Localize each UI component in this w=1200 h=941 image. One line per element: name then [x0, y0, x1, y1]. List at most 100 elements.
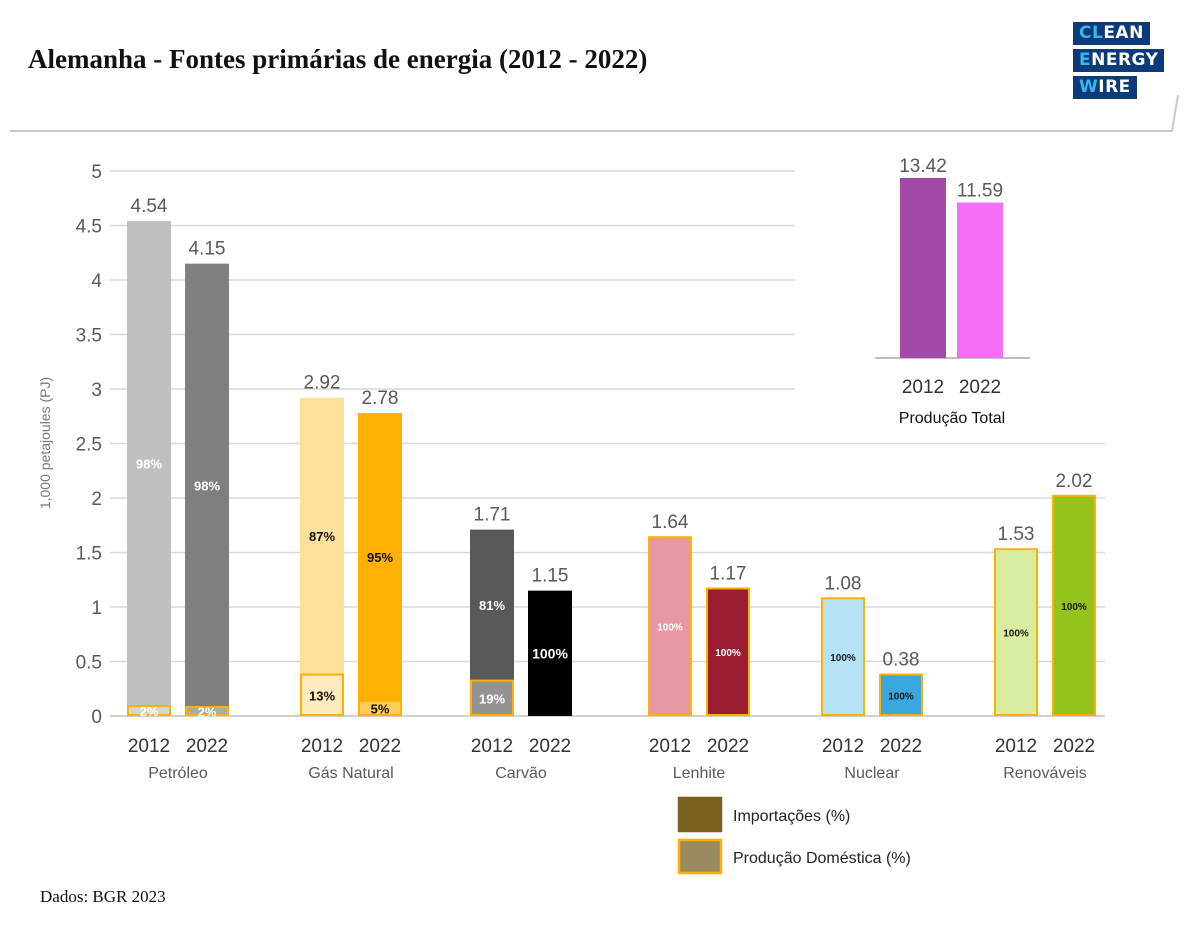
clean-energy-wire-logo: CLEAN ENERGY WIRE [1073, 22, 1165, 103]
import-pct-label: 81% [479, 598, 505, 613]
legend-swatch [677, 838, 723, 875]
bar-value-label: 1.64 [652, 512, 689, 533]
x-category-label: Nuclear [844, 765, 900, 782]
x-year-label: 2012 [995, 736, 1037, 757]
import-pct-label: 98% [136, 457, 162, 472]
bar-total [994, 549, 1038, 716]
import-pct-label: 87% [309, 529, 335, 544]
bar-total [648, 537, 692, 716]
bar-value-label: 0.38 [883, 650, 920, 671]
bar-value-label: 2.92 [304, 373, 341, 394]
bar-total [127, 221, 171, 716]
bar-group: 2.02 100% [1052, 471, 1096, 716]
legend: Importações (%) Produção Doméstica (%) [677, 796, 911, 875]
bar-group: 2.92 87% 13% [300, 373, 344, 716]
domestic-pct-label: 100% [657, 623, 683, 634]
inset-bar-value-label: 13.42 [899, 156, 947, 177]
inset-bar-value-label: 11.59 [957, 181, 1003, 202]
y-tick-label: 4 [91, 271, 102, 292]
bar-value-label: 1.15 [532, 566, 569, 587]
bar-total [879, 674, 923, 716]
x-category-label: Gás Natural [308, 765, 393, 782]
logo-line-1: CLEAN [1073, 22, 1150, 45]
domestic-pct-label: 100% [715, 648, 741, 659]
bar-domestic-segment [879, 673, 923, 717]
y-axis-ticks: 0 0.5 1 1.5 2 2.5 3 3.5 4 4.5 5 [76, 162, 103, 728]
x-category-label: Lenhite [673, 765, 726, 782]
bar-total [528, 590, 572, 716]
total-production-inset: 13.42 2012 11.59 2022 Produção Total [875, 156, 1030, 427]
bar-value-label: 1.08 [825, 573, 862, 594]
bar-value-label: 4.54 [131, 196, 168, 217]
inset-year-label: 2022 [959, 377, 1001, 398]
import-pct-label: 95% [367, 550, 393, 565]
bar-value-label: 1.53 [998, 524, 1035, 545]
bar-group: 1.17 100% [706, 563, 750, 716]
bar-value-label: 4.15 [189, 239, 226, 260]
x-year-label: 2022 [880, 736, 922, 757]
data-source: Dados: BGR 2023 [40, 887, 166, 906]
x-year-label: 2022 [1053, 736, 1095, 757]
gridlines [110, 170, 1105, 717]
domestic-pct-label: 100% [1003, 629, 1029, 640]
logo-line-3: WIRE [1073, 76, 1137, 99]
bar-total [300, 397, 344, 716]
x-category-label: Renováveis [1003, 765, 1087, 782]
bar-domestic-segment [300, 673, 344, 716]
y-tick-label: 0.5 [76, 653, 102, 674]
bar-total [358, 412, 402, 716]
y-tick-label: 1.5 [76, 544, 102, 565]
bar-group: 1.71 81% 19% [470, 505, 514, 716]
import-pct-label: 100% [532, 645, 568, 661]
domestic-pct-label: 100% [1061, 602, 1087, 613]
bar-domestic-segment [706, 587, 750, 716]
logo-line-2: ENERGY [1073, 49, 1165, 72]
x-year-label: 2022 [529, 736, 571, 757]
bar-domestic-segment [358, 699, 402, 716]
y-tick-label: 3 [91, 380, 102, 401]
bar-group: 1.15 100% [528, 566, 572, 716]
y-axis-label: 1,000 petajoules (PJ) [37, 377, 53, 509]
inset-title: Produção Total [899, 410, 1005, 427]
bar-total [470, 529, 514, 716]
bar-domestic-segment [821, 597, 865, 717]
bar-group: 0.38 100% [879, 650, 923, 717]
domestic-pct-label: 2% [198, 704, 217, 719]
inset-year-label: 2012 [902, 377, 944, 398]
bar-value-label: 2.02 [1056, 471, 1093, 492]
bar-domestic-segment [994, 548, 1038, 716]
bars: 4.54 98% 2% 4.15 98% 2% 2.92 87% 13% 2.78 95% 5% 1.7… [127, 196, 1096, 719]
x-category-label: Carvão [495, 765, 547, 782]
domestic-pct-label: 19% [479, 691, 505, 706]
x-year-label: 2012 [471, 736, 513, 757]
bar-domestic-segment [1052, 494, 1096, 716]
domestic-pct-label: 5% [371, 701, 390, 716]
bar-domestic-segment [648, 536, 692, 716]
domestic-pct-label: 100% [888, 691, 914, 702]
bar-total [185, 263, 229, 716]
domestic-pct-label: 2% [140, 704, 159, 719]
x-year-label: 2012 [649, 736, 691, 757]
bar-group: 2.78 95% 5% [358, 388, 402, 716]
bar-total [706, 588, 750, 716]
bar-domestic-segment [470, 679, 514, 716]
x-year-label: 2022 [359, 736, 401, 757]
inset-bar [957, 202, 1003, 358]
x-year-label: 2022 [186, 736, 228, 757]
domestic-pct-label: 100% [830, 653, 856, 664]
import-pct-label: 98% [194, 478, 220, 493]
x-category-label: Petróleo [148, 765, 208, 782]
legend-label: Produção Doméstica (%) [733, 850, 911, 867]
header-divider [10, 94, 1179, 132]
y-tick-label: 0 [91, 707, 102, 728]
bar-domestic-segment [127, 705, 171, 716]
x-year-label: 2022 [707, 736, 749, 757]
bar-domestic-segment [185, 705, 229, 717]
x-year-label: 2012 [128, 736, 170, 757]
x-year-label: 2012 [822, 736, 864, 757]
bar-group: 1.64 100% [648, 512, 692, 716]
bar-total [821, 598, 865, 716]
legend-swatch [677, 796, 723, 833]
y-tick-label: 5 [91, 162, 102, 183]
